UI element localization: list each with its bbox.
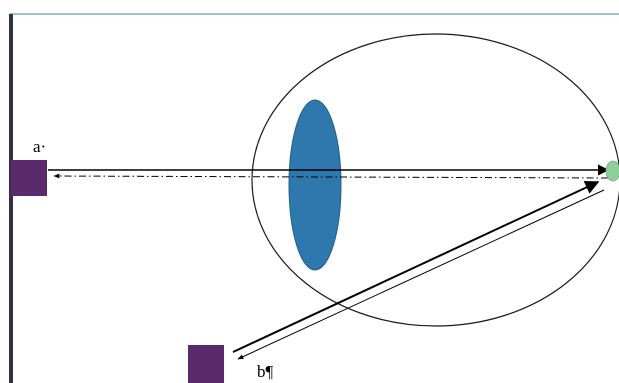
left-edge-bar bbox=[9, 14, 13, 383]
eyeball-outline bbox=[251, 33, 619, 327]
label-a: a· bbox=[33, 137, 46, 156]
lens bbox=[288, 99, 342, 271]
object-a-square bbox=[11, 160, 47, 196]
ray-a-return bbox=[53, 173, 609, 179]
retina-spot bbox=[605, 160, 619, 182]
object-b-square bbox=[188, 345, 224, 383]
label-b: b¶ bbox=[257, 362, 274, 381]
ray-b-forward bbox=[232, 180, 600, 353]
ray-b-return bbox=[237, 189, 605, 360]
